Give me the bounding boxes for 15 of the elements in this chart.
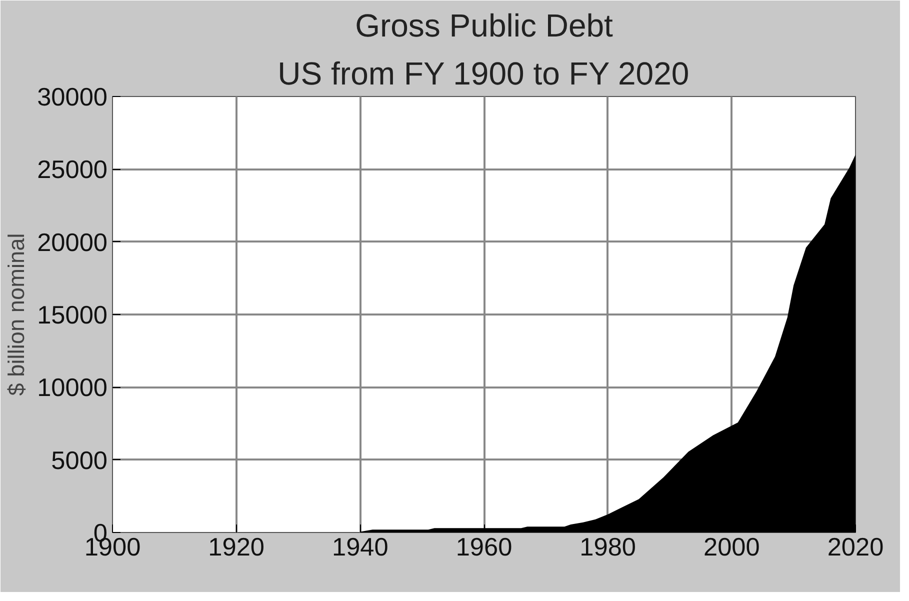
chart-subtitle: US from FY 1900 to FY 2020 [278,56,690,92]
y-tick-label: 15000 [37,302,108,330]
y-tick-label: 30000 [37,84,108,112]
y-tick-label: 20000 [37,228,108,257]
x-tick-label: 2020 [827,534,884,562]
x-tick-label: 2000 [703,534,760,562]
x-tick-label: 1940 [332,534,388,562]
x-tick-label: 1920 [208,534,265,562]
y-tick-label: 10000 [37,374,108,402]
y-tick-label: 25000 [37,156,108,184]
y-tick-label: 5000 [51,446,108,475]
x-tick-label: 1980 [580,534,636,562]
y-axis-title: $ billion nominal [3,233,30,396]
x-tick-label: 1960 [456,534,512,562]
chart-title: Gross Public Debt [355,8,614,44]
